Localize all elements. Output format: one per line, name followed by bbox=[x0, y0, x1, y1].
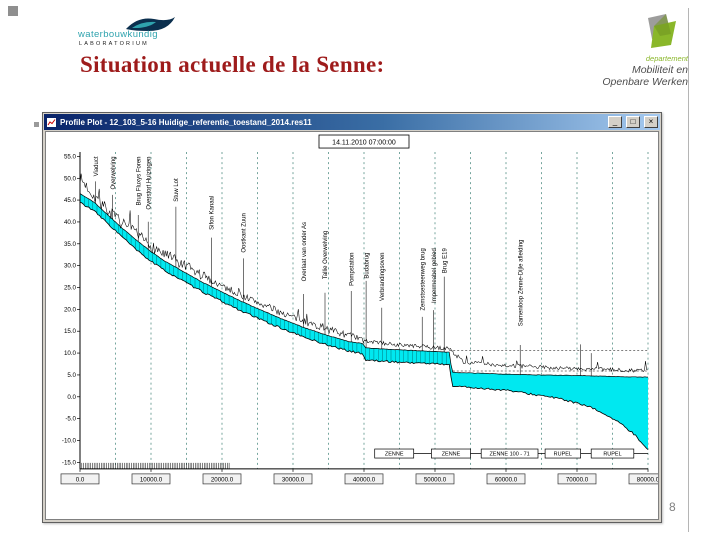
svg-text:0.0: 0.0 bbox=[76, 476, 85, 483]
svg-text:30000.0: 30000.0 bbox=[282, 476, 305, 483]
svg-text:40000.0: 40000.0 bbox=[353, 476, 376, 483]
mow-line1-text: Mobiliteit en bbox=[631, 64, 688, 76]
svg-text:-5.0: -5.0 bbox=[65, 416, 76, 423]
svg-text:ZENNE: ZENNE bbox=[385, 452, 404, 458]
close-button[interactable]: × bbox=[644, 116, 658, 128]
svg-text:Brug E19: Brug E19 bbox=[442, 248, 448, 274]
svg-text:ZENNE 100 - 71: ZENNE 100 - 71 bbox=[489, 452, 529, 458]
svg-text:Impermeabel gebied: Impermeabel gebied bbox=[432, 248, 438, 303]
svg-text:ZENNE: ZENNE bbox=[442, 452, 461, 458]
mow-logo-icon bbox=[648, 14, 676, 48]
svg-text:0.0: 0.0 bbox=[67, 394, 76, 401]
svg-text:-10.0: -10.0 bbox=[62, 437, 77, 444]
waterbouwkundig-swoosh-icon bbox=[126, 17, 175, 31]
svg-text:30.0: 30.0 bbox=[64, 263, 77, 270]
svg-text:10000.0: 10000.0 bbox=[140, 476, 163, 483]
svg-text:70000.0: 70000.0 bbox=[566, 476, 589, 483]
mow-logo: departement Mobiliteit en Openbare Werke… bbox=[602, 12, 688, 89]
waterbouwkundig-logo: waterbouwkundig LABORATORIUM bbox=[78, 14, 208, 54]
svg-text:Overwelving: Overwelving bbox=[111, 156, 117, 189]
slide-right-divider bbox=[688, 8, 689, 532]
profile-chart: Viaduct Overwelving Brug Fluxys Foren Overs… bbox=[46, 132, 658, 519]
svg-text:RUPEL: RUPEL bbox=[603, 452, 621, 458]
svg-text:60000.0: 60000.0 bbox=[495, 476, 518, 483]
mow-line2-text: Openbare Werken bbox=[602, 76, 688, 89]
bullet-decoration bbox=[34, 122, 39, 127]
svg-text:80000.0: 80000.0 bbox=[637, 476, 658, 483]
svg-text:Overlaat van onder As: Overlaat van onder As bbox=[302, 222, 308, 281]
svg-text:5.0: 5.0 bbox=[67, 372, 76, 379]
svg-text:35.0: 35.0 bbox=[64, 241, 77, 248]
maximize-button[interactable]: □ bbox=[626, 116, 640, 128]
minimize-button[interactable]: _ bbox=[608, 116, 622, 128]
svg-text:14.11.2010 07:00:00: 14.11.2010 07:00:00 bbox=[332, 139, 396, 146]
svg-text:Oostkant Zuun: Oostkant Zuun bbox=[242, 213, 248, 252]
window-content: Viaduct Overwelving Brug Fluxys Foren Overs… bbox=[45, 131, 659, 520]
page-title: Situation actuelle de la Senne: bbox=[80, 52, 385, 77]
svg-text:Verbrandingsoven: Verbrandingsoven bbox=[380, 253, 386, 301]
svg-text:40.0: 40.0 bbox=[64, 219, 77, 226]
window-icon bbox=[46, 116, 57, 128]
svg-text:20000.0: 20000.0 bbox=[211, 476, 234, 483]
laboratorium-logo-text: LABORATORIUM bbox=[79, 41, 149, 47]
svg-text:Budabrug: Budabrug bbox=[364, 253, 370, 279]
svg-text:55.0: 55.0 bbox=[64, 153, 77, 160]
svg-text:45.0: 45.0 bbox=[64, 197, 77, 204]
svg-text:Overstort Huizingen: Overstort Huizingen bbox=[146, 156, 152, 209]
svg-text:Brug Fluxys Foren: Brug Fluxys Foren bbox=[136, 156, 142, 205]
svg-text:Viaduct: Viaduct bbox=[94, 156, 100, 176]
window-title: Profile Plot - 12_103_5-16 Huidige_refer… bbox=[60, 117, 312, 127]
svg-text:15.0: 15.0 bbox=[64, 328, 77, 335]
svg-text:25.0: 25.0 bbox=[64, 285, 77, 292]
svg-text:50.0: 50.0 bbox=[64, 175, 77, 182]
svg-text:Sifon Kanaal: Sifon Kanaal bbox=[210, 196, 216, 230]
page-number: 8 bbox=[669, 500, 676, 514]
mow-departement-text: departement bbox=[645, 54, 688, 63]
slide-corner-decoration bbox=[8, 6, 18, 16]
svg-text:Zemstsesteenweg brug: Zemstsesteenweg brug bbox=[420, 248, 426, 310]
svg-text:20.0: 20.0 bbox=[64, 306, 77, 313]
svg-text:Samenloop Zenne-Dijle afleidin: Samenloop Zenne-Dijle afleiding bbox=[518, 239, 524, 326]
profile-plot-window: Profile Plot - 12_103_5-16 Huidige_refer… bbox=[42, 112, 662, 523]
svg-text:-15.0: -15.0 bbox=[62, 459, 77, 466]
svg-text:Stuw Lot: Stuw Lot bbox=[174, 178, 180, 202]
waterbouwkundig-logo-text: waterbouwkundig bbox=[78, 29, 158, 40]
window-titlebar[interactable]: Profile Plot - 12_103_5-16 Huidige_refer… bbox=[44, 114, 660, 130]
svg-text:10.0: 10.0 bbox=[64, 350, 77, 357]
svg-text:Pompstation: Pompstation bbox=[349, 253, 355, 286]
svg-text:50000.0: 50000.0 bbox=[424, 476, 447, 483]
svg-text:Tallie Overwelving: Tallie Overwelving bbox=[323, 231, 329, 279]
svg-text:RUPEL: RUPEL bbox=[554, 452, 572, 458]
